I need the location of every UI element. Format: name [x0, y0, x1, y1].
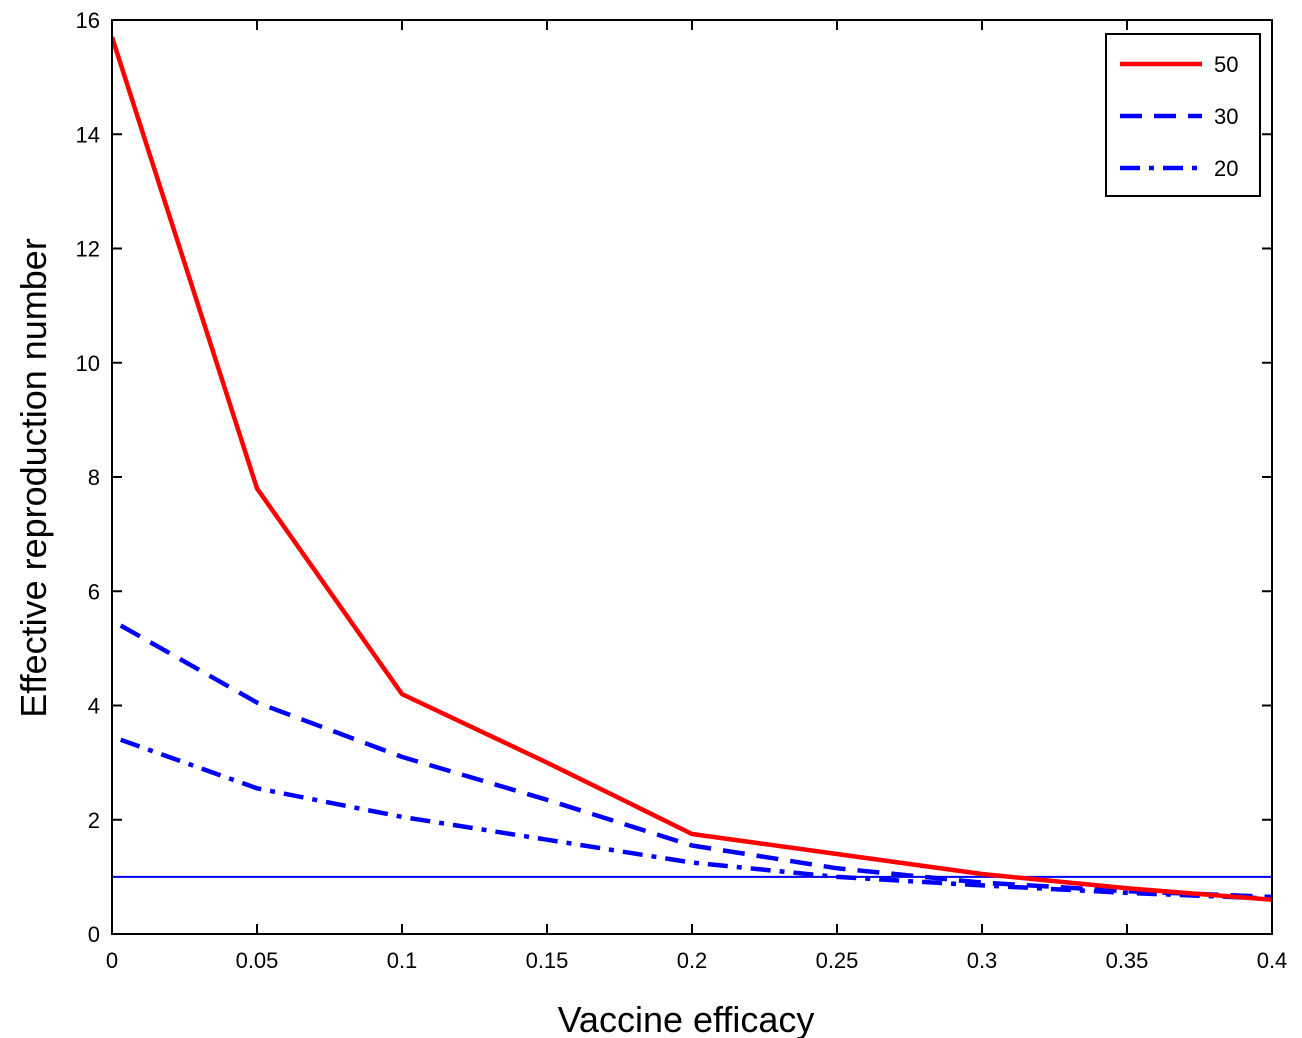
x-axis-label: Vaccine efficacy [558, 999, 815, 1038]
x-tick-label: 0.3 [967, 948, 998, 973]
legend-label-50: 50 [1214, 52, 1238, 77]
x-tick-label: 0.15 [526, 948, 569, 973]
y-tick-label: 14 [76, 122, 100, 147]
legend-label-30: 30 [1214, 104, 1238, 129]
x-tick-label: 0.35 [1106, 948, 1149, 973]
x-tick-label: 0.2 [677, 948, 708, 973]
legend-label-20: 20 [1214, 156, 1238, 181]
axes: 0 0.05 0.1 0.15 0.2 0.25 0.3 0.35 0.4 0 2 4 6 8 10 12 14… [76, 8, 1288, 973]
y-tick-label: 4 [88, 694, 100, 719]
plot-area [112, 36, 1272, 902]
y-tick-label: 12 [76, 237, 100, 262]
x-tick-label: 0.4 [1257, 948, 1288, 973]
y-tick-label: 6 [88, 579, 100, 604]
x-tick-label: 0.25 [816, 948, 859, 973]
series-line-30 [119, 623, 1272, 900]
y-tick-label: 2 [88, 808, 100, 833]
y-axis-label: Effective reproduction number [13, 238, 54, 718]
series-line-50 [112, 36, 1272, 902]
x-tick-label: 0.1 [387, 948, 418, 973]
x-tick-label: 0 [106, 948, 118, 973]
y-tick-label: 8 [88, 465, 100, 490]
y-tick-label: 16 [76, 8, 100, 33]
legend: 50 30 20 [1105, 33, 1261, 197]
x-tick-label: 0.05 [236, 948, 279, 973]
y-tick-label: 10 [76, 351, 100, 376]
y-tick-label: 0 [88, 922, 100, 947]
